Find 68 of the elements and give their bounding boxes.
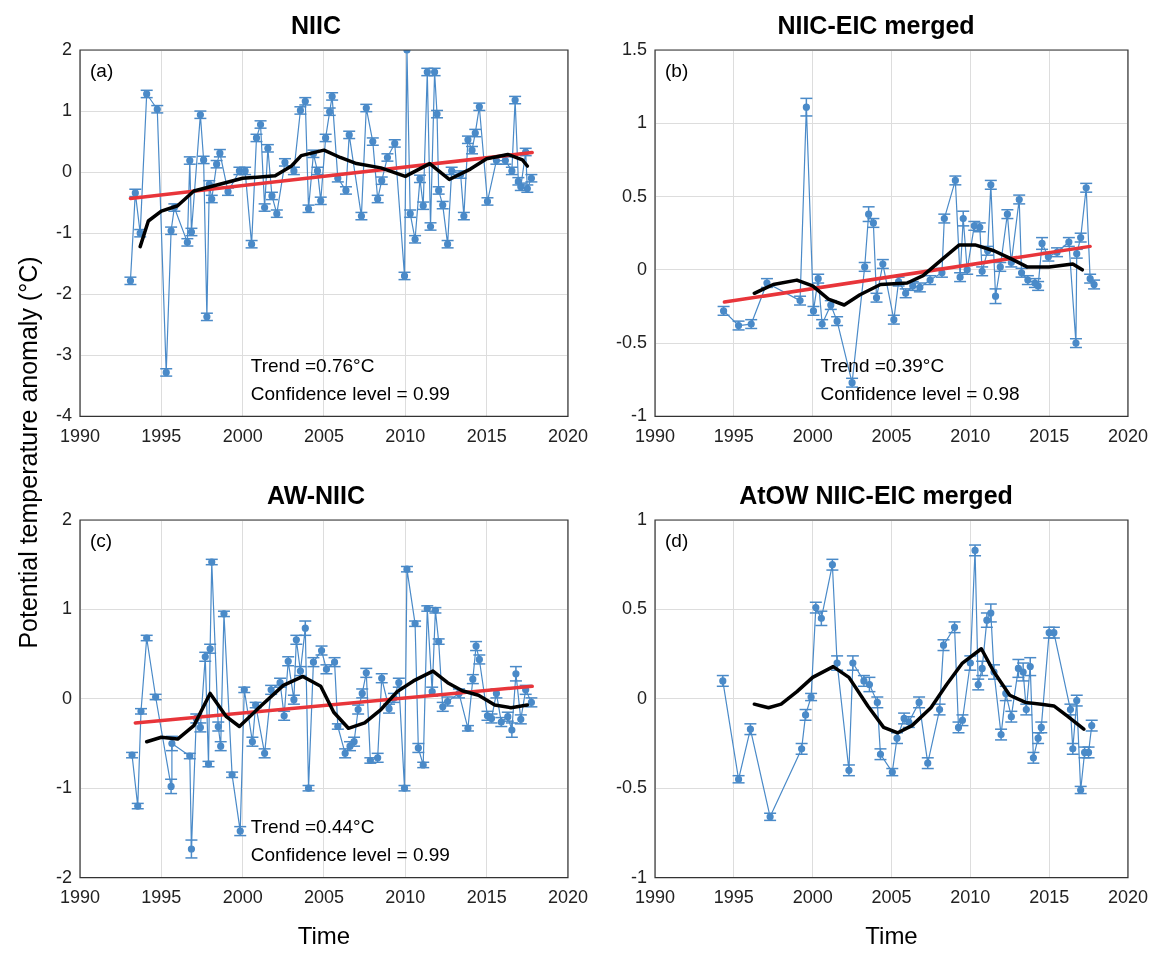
y-tick-label: 1.5 [621, 38, 648, 59]
x-tick-label: 2010 [950, 426, 991, 447]
annotation: Confidence level = 0.99 [250, 383, 450, 405]
annotation: (d) [665, 529, 689, 551]
x-tick-label: 2015 [1029, 426, 1070, 447]
y-tick-label: -3 [55, 344, 72, 365]
annotation: (b) [665, 59, 689, 81]
x-tick-label: 2000 [792, 887, 833, 908]
x-tick-label: 2000 [792, 426, 833, 447]
y-tick-label: -1 [55, 222, 72, 243]
x-tick-label: 1995 [713, 426, 754, 447]
y-tick-label: 1 [637, 508, 648, 529]
y-tick-label: -0.5 [615, 332, 648, 353]
y-tick-label: -4 [55, 405, 72, 426]
x-tick-label: 1995 [141, 426, 182, 447]
x-tick-label: 2015 [1029, 887, 1070, 908]
annotation: Trend =0.76°C [250, 355, 375, 377]
x-tick-label: 2010 [385, 887, 426, 908]
x-tick-label: 1990 [634, 426, 676, 447]
y-tick-label: 2 [61, 508, 72, 529]
annotation: (c) [90, 529, 113, 551]
chart-title: AtOW NIIC-EIC merged [739, 480, 1013, 509]
x-tick-label: 2005 [303, 887, 345, 908]
y-tick-label: 0 [637, 687, 648, 708]
y-tick-label: 1 [61, 598, 72, 619]
x-tick-label: 2000 [222, 426, 263, 447]
x-tick-label: 1990 [59, 426, 101, 447]
x-tick-label: 2010 [385, 426, 426, 447]
y-tick-label: 0 [637, 258, 648, 279]
y-tick-label: 0 [61, 687, 72, 708]
x-tick-label: 1990 [634, 887, 676, 908]
x-tick-label: 2015 [466, 887, 507, 908]
x-tick-label: 2015 [466, 426, 507, 447]
y-tick-label: -1 [631, 405, 648, 426]
x-tick-label: 2005 [871, 426, 912, 447]
y-tick-label: 2 [61, 38, 72, 59]
y-axis-title: Potential temperature anomaly (°C) [13, 255, 43, 651]
y-tick-label: 1 [637, 112, 648, 133]
x-tick-label: 2005 [871, 887, 912, 908]
annotation: (a) [90, 59, 114, 81]
y-tick-label: 0.5 [621, 185, 648, 206]
x-tick-label: 2020 [547, 426, 588, 447]
annotation: Confidence level = 0.98 [820, 383, 1020, 405]
annotation: Trend =0.44°C [250, 816, 375, 838]
x-tick-label: 2020 [1107, 887, 1148, 908]
x-tick-label: 1995 [713, 887, 754, 908]
annotation: Trend =0.39°C [820, 355, 945, 377]
x-tick-label: 1990 [59, 887, 101, 908]
y-tick-label: -0.5 [615, 777, 648, 798]
x-tick-label: 1995 [141, 887, 182, 908]
x-tick-label: 2005 [303, 426, 345, 447]
y-tick-label: 1 [61, 100, 72, 121]
chart-title: AW-NIIC [266, 480, 366, 509]
x-axis-title: Time [297, 922, 351, 950]
x-axis-title: Time [865, 922, 918, 950]
y-tick-label: 0.5 [621, 598, 648, 619]
x-tick-label: 2020 [1107, 426, 1148, 447]
y-tick-label: 0 [61, 161, 72, 182]
y-tick-label: -1 [631, 866, 648, 887]
x-tick-label: 2010 [950, 887, 991, 908]
y-tick-label: -2 [55, 283, 72, 304]
chart-title: NIIC-EIC merged [777, 10, 975, 39]
annotation: Confidence level = 0.99 [250, 844, 450, 866]
x-tick-label: 2000 [222, 887, 263, 908]
y-tick-label: -1 [55, 777, 72, 798]
chart-title: NIIC [291, 10, 341, 39]
x-tick-label: 2020 [547, 887, 588, 908]
y-tick-label: -2 [55, 866, 72, 887]
